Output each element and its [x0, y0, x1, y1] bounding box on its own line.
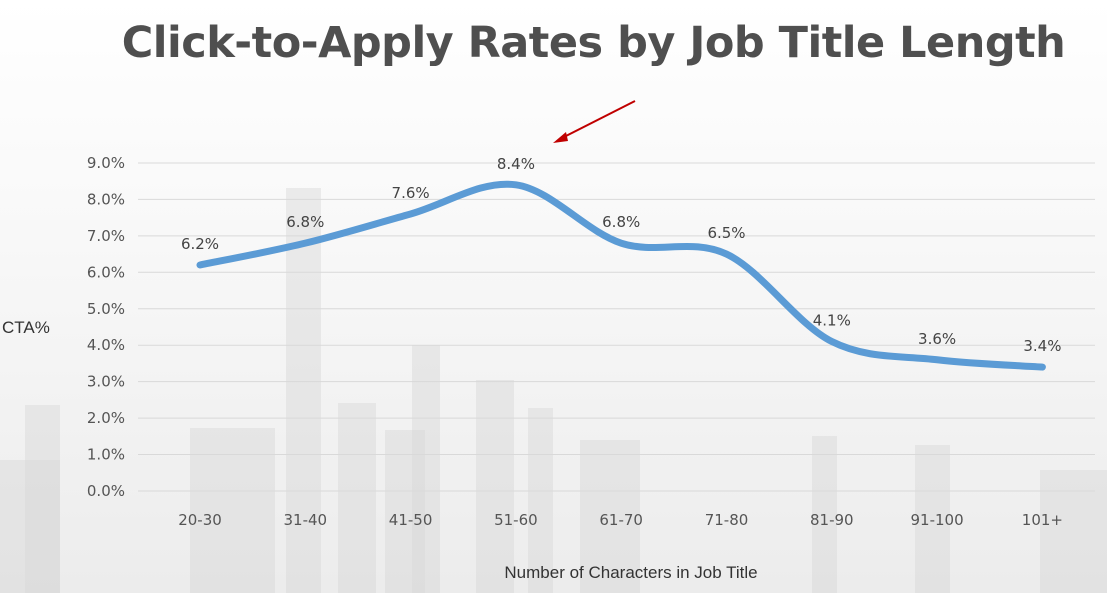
x-tick-label: 31-40 — [284, 511, 328, 529]
building-1 — [25, 405, 60, 593]
x-tick-label: 81-90 — [810, 511, 854, 529]
y-tick-label: 0.0% — [87, 482, 125, 500]
data-label: 6.2% — [181, 235, 219, 253]
building-11 — [915, 445, 950, 593]
data-label: 4.1% — [813, 312, 851, 330]
y-tick-label: 3.0% — [87, 373, 125, 391]
annotation-arrow — [559, 100, 636, 140]
x-tick-label: 41-50 — [389, 511, 433, 529]
series-line — [196, 180, 1046, 371]
data-label: 6.8% — [602, 213, 640, 231]
building-7 — [476, 380, 514, 593]
y-tick-label: 2.0% — [87, 409, 125, 427]
y-tick-label: 1.0% — [87, 446, 125, 464]
data-label: 3.4% — [1023, 337, 1061, 355]
annotation-arrowhead — [553, 132, 568, 143]
building-9 — [580, 440, 640, 593]
y-tick-label: 4.0% — [87, 336, 125, 354]
skyline-background — [0, 188, 1107, 593]
x-tick-label: 20-30 — [178, 511, 222, 529]
y-axis-label: CTA% — [2, 318, 50, 337]
building-10 — [812, 436, 837, 593]
building-5 — [412, 345, 440, 593]
data-label: 6.5% — [707, 224, 745, 242]
y-tick-label: 5.0% — [87, 300, 125, 318]
y-tick-label: 8.0% — [87, 190, 125, 208]
building-4 — [338, 403, 376, 593]
y-tick-label: 6.0% — [87, 263, 125, 281]
x-axis-label: Number of Characters in Job Title — [504, 563, 757, 582]
x-tick-label: 71-80 — [705, 511, 749, 529]
building-0 — [0, 460, 60, 593]
y-tick-label: 9.0% — [87, 154, 125, 172]
data-label: 7.6% — [392, 184, 430, 202]
building-3 — [286, 188, 321, 593]
x-tick-label: 51-60 — [494, 511, 538, 529]
data-label: 6.8% — [286, 213, 324, 231]
x-tick-label: 101+ — [1022, 511, 1063, 529]
building-12 — [1040, 470, 1107, 593]
data-label: 3.6% — [918, 330, 956, 348]
data-label: 8.4% — [497, 155, 535, 173]
building-6 — [385, 430, 425, 593]
y-tick-label: 7.0% — [87, 227, 125, 245]
chart-title: Click-to-Apply Rates by Job Title Length — [121, 18, 1066, 68]
x-tick-label: 91-100 — [911, 511, 964, 529]
building-2 — [190, 428, 275, 593]
building-8 — [528, 408, 553, 593]
x-tick-label: 61-70 — [599, 511, 643, 529]
